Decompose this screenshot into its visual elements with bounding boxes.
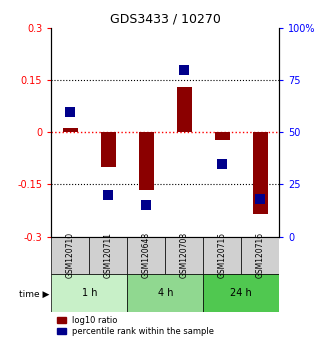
Text: 4 h: 4 h [158,288,173,298]
FancyBboxPatch shape [165,236,203,274]
Text: 1 h: 1 h [82,288,97,298]
FancyBboxPatch shape [241,236,279,274]
FancyBboxPatch shape [127,236,165,274]
FancyBboxPatch shape [203,274,279,312]
Title: GDS3433 / 10270: GDS3433 / 10270 [110,13,221,26]
Bar [139,132,154,190]
FancyBboxPatch shape [203,236,241,274]
Text: GSM120648: GSM120648 [142,232,151,278]
FancyBboxPatch shape [89,236,127,274]
Text: GSM120716: GSM120716 [256,232,265,278]
Point [258,196,263,202]
Text: GSM120708: GSM120708 [180,232,189,278]
Text: GSM120710: GSM120710 [66,232,75,278]
FancyBboxPatch shape [127,274,203,312]
Text: 24 h: 24 h [230,288,252,298]
Point [182,67,187,73]
Text: GSM120715: GSM120715 [218,232,227,278]
Legend: log10 ratio, percentile rank within the sample: log10 ratio, percentile rank within the … [56,314,216,338]
Bar [253,132,268,214]
FancyBboxPatch shape [51,236,89,274]
FancyBboxPatch shape [51,274,127,312]
Bar [177,87,192,132]
Text: time ▶: time ▶ [19,290,49,299]
Bar [101,132,116,167]
Point [106,192,111,198]
Point [220,161,225,166]
Point [144,202,149,208]
Bar [215,132,230,140]
Bar [63,128,78,132]
Point [68,109,73,114]
Text: GSM120711: GSM120711 [104,232,113,278]
